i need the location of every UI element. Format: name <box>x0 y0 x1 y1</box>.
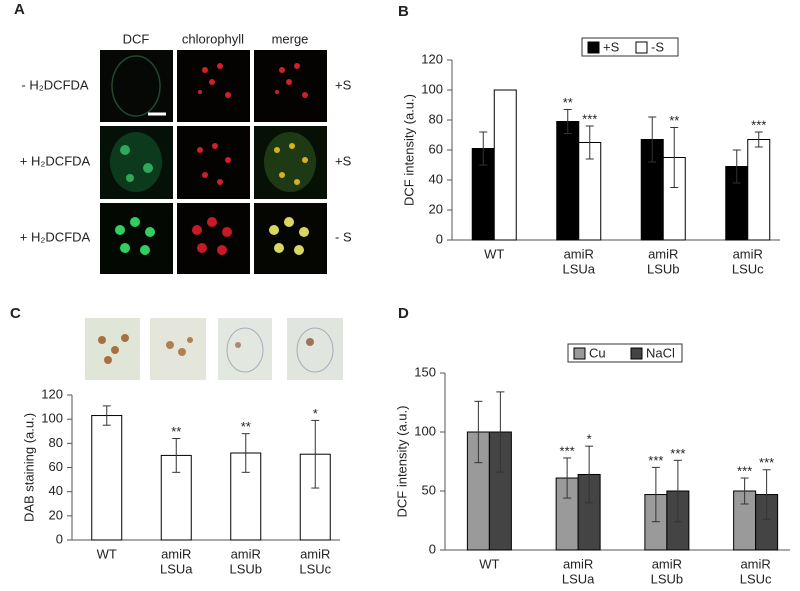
x-tick-label: amiR <box>733 246 763 261</box>
legend-swatch <box>573 347 586 360</box>
x-tick-label: LSUa <box>562 261 595 276</box>
y-axis-label: DCF intensity (a.u.) <box>401 94 416 206</box>
legend-label: -S <box>651 39 664 54</box>
significance: *** <box>648 453 663 468</box>
x-tick-label: LSUa <box>160 561 193 576</box>
panel-label: C <box>10 305 21 322</box>
y-tick-label: 20 <box>429 201 443 216</box>
significance: ** <box>669 113 679 128</box>
y-tick-label: 0 <box>56 531 63 546</box>
significance: * <box>587 432 592 447</box>
y-axis-label: DCF intensity (a.u.) <box>394 406 409 518</box>
y-tick-label: 120 <box>421 51 443 66</box>
y-tick-label: 20 <box>49 507 63 522</box>
row-condition: +S <box>335 153 352 168</box>
x-tick-label: amiR <box>652 556 682 571</box>
x-tick-label: WT <box>484 246 504 261</box>
x-tick-label: amiR <box>648 246 678 261</box>
legend-box <box>567 343 683 363</box>
significance: * <box>313 406 318 421</box>
bar <box>747 139 771 241</box>
significance: *** <box>737 463 752 478</box>
x-tick-label: LSUb <box>647 261 680 276</box>
x-tick-label: LSUc <box>740 571 772 586</box>
bar <box>493 89 517 241</box>
y-tick-label: 80 <box>49 435 63 450</box>
x-tick-label: WT <box>97 546 117 561</box>
significance: ** <box>563 95 573 110</box>
legend-swatch <box>587 41 600 54</box>
y-tick-label: 40 <box>49 483 63 498</box>
micrographs <box>100 50 327 274</box>
row-condition: +S <box>335 77 352 92</box>
x-tick-label: amiR <box>740 556 770 571</box>
x-tick-label: amiR <box>563 556 593 571</box>
legend-swatch <box>630 347 643 360</box>
x-tick-label: LSUb <box>651 571 684 586</box>
x-tick-label: LSUc <box>299 561 331 576</box>
row-label: + H₂DCFDA <box>20 153 91 168</box>
y-tick-label: 60 <box>429 141 443 156</box>
bar <box>91 415 123 541</box>
x-tick-label: LSUb <box>229 561 262 576</box>
row-label: - H₂DCFDA <box>21 77 88 92</box>
panel-label: D <box>398 305 409 322</box>
y-tick-label: 100 <box>414 423 436 438</box>
y-tick-label: 100 <box>421 81 443 96</box>
y-tick-label: 80 <box>429 111 443 126</box>
dab-images <box>85 318 343 380</box>
row-label: + H₂DCFDA <box>20 229 91 244</box>
legend-swatch <box>635 41 648 54</box>
x-tick-label: WT <box>479 556 499 571</box>
column-header: merge <box>272 31 309 46</box>
y-tick-label: 120 <box>41 386 63 401</box>
x-tick-label: LSUa <box>562 571 595 586</box>
x-tick-label: amiR <box>300 546 330 561</box>
y-tick-label: 50 <box>422 482 436 497</box>
legend-label: NaCl <box>646 345 675 360</box>
significance: ** <box>241 419 251 434</box>
x-tick-label: LSUc <box>732 261 764 276</box>
row-condition: - S <box>335 229 352 244</box>
y-axis-label: DAB staining (a.u.) <box>21 413 36 522</box>
panel-label: A <box>14 1 25 18</box>
y-tick-label: 150 <box>414 364 436 379</box>
y-tick-label: 0 <box>436 231 443 246</box>
significance: ** <box>171 424 181 439</box>
significance: *** <box>560 443 575 458</box>
x-tick-label: amiR <box>231 546 261 561</box>
significance: *** <box>670 446 685 461</box>
x-tick-label: amiR <box>564 246 594 261</box>
significance: *** <box>582 111 597 126</box>
panel-label: B <box>398 3 409 20</box>
y-tick-label: 40 <box>429 171 443 186</box>
y-tick-label: 100 <box>41 411 63 426</box>
significance: *** <box>759 455 774 470</box>
legend-label: +S <box>603 39 620 54</box>
column-header: chlorophyll <box>182 31 244 46</box>
y-tick-label: 0 <box>429 541 436 556</box>
significance: *** <box>751 117 766 132</box>
y-tick-label: 60 <box>49 459 63 474</box>
x-tick-label: amiR <box>161 546 191 561</box>
legend-box <box>581 37 679 57</box>
legend-label: Cu <box>589 345 606 360</box>
column-header: DCF <box>123 31 150 46</box>
bar <box>556 121 580 241</box>
